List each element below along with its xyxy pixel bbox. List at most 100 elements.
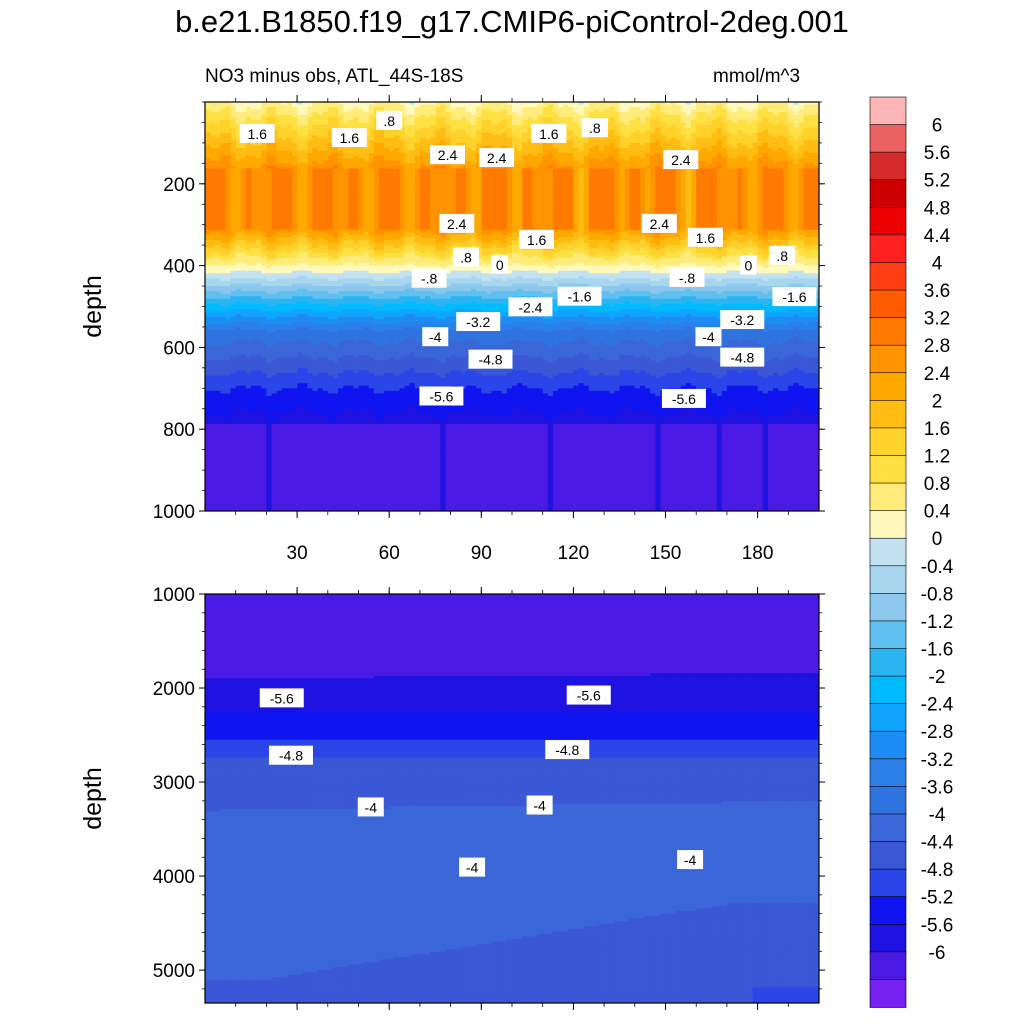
y-tick-label: 5000: [153, 961, 195, 982]
x-tick-label: 120: [558, 543, 590, 564]
x-tick-label: 150: [650, 543, 682, 564]
y-tick-label: 600: [163, 338, 195, 359]
contour-label: 2.4: [479, 148, 515, 168]
upper-axes: 200 400 600 800 1000 30 60 90 120 150 180 depth: [79, 95, 825, 564]
y-tick-label: 1000: [153, 502, 195, 523]
colorbar-swatch: [869, 786, 907, 815]
colorbar-swatch: [869, 455, 907, 484]
contour-label: 0: [739, 255, 757, 275]
contour-label: -4: [526, 795, 553, 815]
contour-label: -.8: [411, 268, 447, 288]
contour-label: .8: [581, 118, 608, 138]
colorbar-label: 0: [932, 529, 943, 550]
contour-label: 2.4: [439, 213, 475, 233]
colorbar-label: -4.8: [921, 860, 954, 881]
contour-label: -4: [459, 857, 486, 877]
colorbar-swatch: [869, 510, 907, 540]
contour-label: .8: [376, 110, 403, 130]
contour-label: 2.4: [663, 150, 699, 170]
contour-label: -4: [677, 850, 704, 870]
colorbar-label: 4.4: [924, 226, 951, 247]
contour-label: 2.4: [430, 145, 466, 165]
y-axis-label: depth: [79, 767, 107, 830]
colorbar-label: 1.6: [924, 419, 950, 440]
colorbar-swatch: [869, 979, 907, 1008]
colorbar-swatch: [869, 427, 907, 457]
colorbar-swatch: [869, 758, 907, 788]
figure-title: b.e21.B1850.f19_g17.CMIP6-piControl-2deg…: [0, 4, 1024, 40]
contour-label: 2.4: [641, 213, 677, 233]
colorbar-label: 5.2: [924, 171, 950, 192]
y-tick-label: 4000: [153, 867, 195, 888]
contour-label: -3.2: [456, 312, 501, 332]
y-tick-label: 3000: [153, 773, 195, 794]
colorbar-label: 0.4: [924, 502, 951, 523]
colorbar-swatch: [869, 537, 907, 567]
colorbar-label: -6: [929, 943, 946, 964]
colorbar-label: -0.4: [921, 557, 954, 578]
colorbar-label: -4: [929, 805, 946, 826]
colorbar-label: -3.2: [921, 750, 954, 771]
colorbar-swatch: [869, 344, 907, 374]
contour-label: -4: [422, 327, 449, 347]
colorbar-swatch: [869, 730, 907, 760]
colorbar-swatch: [869, 703, 907, 733]
y-tick-label: 800: [163, 420, 195, 441]
colorbar: 6 5.6 5.2 4.8 4.4 4 3.6 3.2 2.8 2.4 2 1.6 1.2 0.8 0.4 0…: [869, 96, 954, 1008]
colorbar-swatch: [869, 841, 907, 870]
contour-label: 0: [491, 254, 509, 274]
colorbar-swatch: [869, 124, 907, 153]
colorbar-swatch: [869, 207, 907, 236]
colorbar-label: -2.4: [921, 695, 954, 716]
contour-label: 1.6: [687, 227, 723, 247]
colorbar-swatch: [869, 896, 907, 926]
colorbar-label: 2: [932, 391, 943, 412]
colorbar-label: 2.4: [924, 364, 951, 385]
colorbar-label: -3.6: [921, 777, 954, 798]
contour-label: -4: [695, 327, 722, 347]
colorbar-label: 0.8: [924, 474, 950, 495]
y-tick-label: 400: [163, 257, 195, 278]
colorbar-label: -1.2: [921, 612, 954, 633]
panel-subtitle-left: NO3 minus obs, ATL_44S-18S: [205, 66, 463, 88]
colorbar-swatch: [869, 868, 907, 898]
contour-label: -4.8: [545, 740, 590, 760]
contour-label: -4: [357, 797, 384, 817]
lower-contour-fill: [205, 594, 819, 1003]
colorbar-label: -5.6: [921, 915, 954, 936]
contour-label: 1.6: [331, 127, 367, 147]
colorbar-label: 3.6: [924, 281, 950, 302]
colorbar-label: -2: [929, 667, 946, 688]
contour-label: .8: [452, 247, 479, 267]
colorbar-swatch: [869, 813, 907, 843]
colorbar-swatch: [869, 96, 907, 126]
panel-subtitle-units: mmol/m^3: [713, 66, 800, 88]
colorbar-label: 4: [932, 253, 943, 274]
colorbar-label: -2.8: [921, 722, 954, 743]
colorbar-swatch: [869, 482, 907, 512]
colorbar-label: -4.4: [921, 833, 954, 854]
colorbar-swatch: [869, 151, 907, 181]
colorbar-swatch: [869, 400, 907, 429]
lower-axes: 1000 2000 3000 4000 5000 depth: [79, 585, 825, 1010]
contour-label: -5.6: [566, 685, 611, 705]
colorbar-swatch: [869, 675, 907, 705]
contour-label: 1.6: [239, 123, 275, 143]
x-tick-label: 180: [742, 543, 774, 564]
y-tick-label: 200: [163, 175, 195, 196]
colorbar-swatch: [869, 648, 907, 677]
colorbar-label: -5.2: [921, 888, 954, 909]
colorbar-swatch: [869, 565, 907, 595]
contour-label: -2.4: [508, 297, 553, 317]
contour-label: -1.6: [772, 287, 817, 307]
colorbar-swatch: [869, 317, 907, 346]
colorbar-label: 4.8: [924, 198, 950, 219]
y-tick-label: 1000: [153, 585, 195, 606]
colorbar-swatch: [869, 951, 907, 981]
contour-label: -5.6: [259, 688, 304, 708]
contour-label: -.8: [669, 267, 705, 287]
contour-label: 1.6: [531, 123, 567, 143]
colorbar-label: -1.6: [921, 640, 954, 661]
contour-label: -3.2: [720, 309, 765, 329]
colorbar-label: 3.2: [924, 309, 950, 330]
